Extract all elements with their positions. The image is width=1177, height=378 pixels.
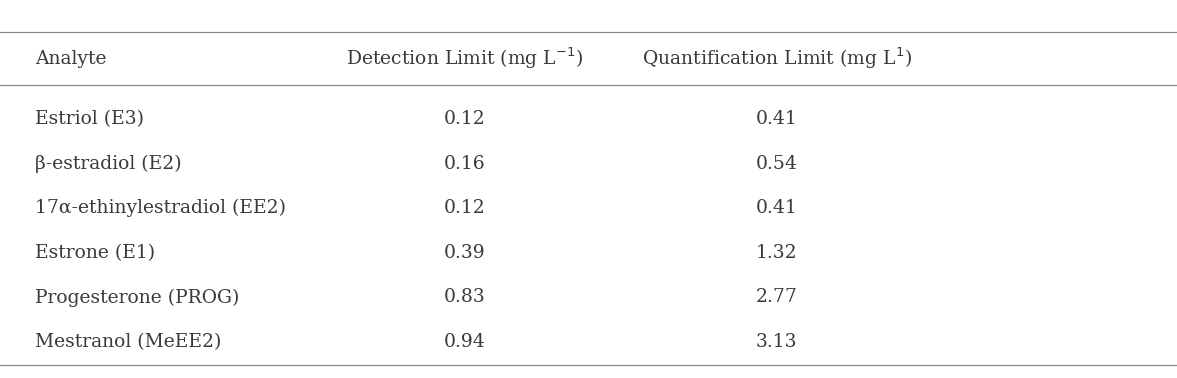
Text: 0.41: 0.41 <box>756 110 798 128</box>
Text: 0.41: 0.41 <box>756 199 798 217</box>
Text: 0.12: 0.12 <box>444 199 486 217</box>
Text: 0.83: 0.83 <box>444 288 486 307</box>
Text: Analyte: Analyte <box>35 50 107 68</box>
Text: Estriol (E3): Estriol (E3) <box>35 110 145 128</box>
Text: 17α-ethinylestradiol (EE2): 17α-ethinylestradiol (EE2) <box>35 199 286 217</box>
Text: Detection Limit (mg L$^{-1}$): Detection Limit (mg L$^{-1}$) <box>346 46 584 71</box>
Text: Progesterone (PROG): Progesterone (PROG) <box>35 288 240 307</box>
Text: 0.94: 0.94 <box>444 333 486 351</box>
Text: 0.12: 0.12 <box>444 110 486 128</box>
Text: Quantification Limit (mg L$^{1}$): Quantification Limit (mg L$^{1}$) <box>641 46 912 71</box>
Text: 0.39: 0.39 <box>444 244 486 262</box>
Text: β-estradiol (E2): β-estradiol (E2) <box>35 155 182 173</box>
Text: 0.54: 0.54 <box>756 155 798 173</box>
Text: 2.77: 2.77 <box>756 288 798 307</box>
Text: 0.16: 0.16 <box>444 155 486 173</box>
Text: 3.13: 3.13 <box>756 333 798 351</box>
Text: Estrone (E1): Estrone (E1) <box>35 244 155 262</box>
Text: Mestranol (MeEE2): Mestranol (MeEE2) <box>35 333 221 351</box>
Text: 1.32: 1.32 <box>756 244 798 262</box>
